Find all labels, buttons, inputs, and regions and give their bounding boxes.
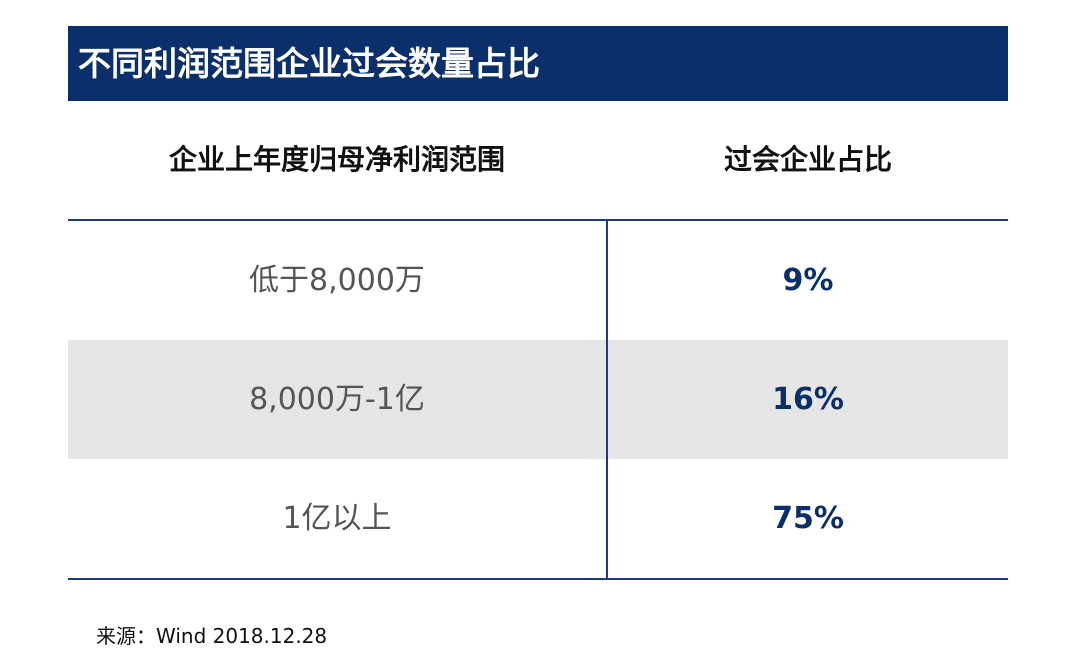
column-divider	[606, 221, 608, 578]
table-header-row: 企业上年度归母净利润范围 过会企业占比	[68, 101, 1008, 221]
title-bar: 不同利润范围企业过会数量占比	[68, 26, 1008, 101]
table-row: 低于8,000万 9%	[68, 221, 1008, 340]
data-table: 企业上年度归母净利润范围 过会企业占比 低于8,000万 9% 8,000万-1…	[68, 101, 1008, 580]
column-header-share: 过会企业占比	[723, 143, 892, 176]
range-cell: 8,000万-1亿	[249, 382, 425, 417]
table-row: 1亿以上 75%	[68, 459, 1008, 578]
table-row: 8,000万-1亿 16%	[68, 340, 1008, 459]
page-title: 不同利润范围企业过会数量占比	[78, 44, 540, 83]
share-cell: 9%	[782, 263, 834, 298]
range-cell: 低于8,000万	[249, 263, 425, 298]
column-header-range: 企业上年度归母净利润范围	[168, 143, 505, 176]
source-note: 来源：Wind 2018.12.28	[96, 624, 328, 648]
table-bottom-rule	[68, 578, 1008, 580]
share-cell: 16%	[772, 382, 844, 417]
range-cell: 1亿以上	[282, 501, 392, 536]
share-cell: 75%	[772, 501, 844, 536]
